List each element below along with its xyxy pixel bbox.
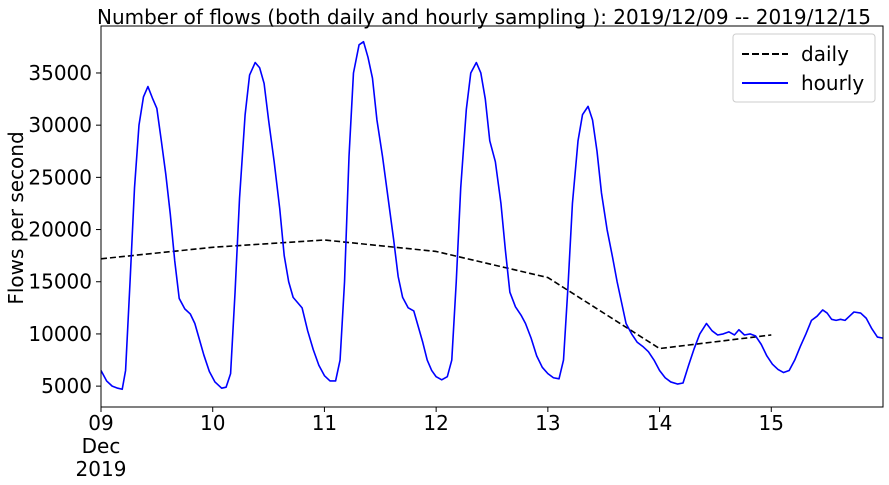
legend: daily hourly	[732, 33, 876, 103]
y-axis-label: Flows per second	[4, 131, 28, 304]
x-tick-label: 12	[423, 411, 448, 435]
legend-hourly-label: hourly	[801, 71, 864, 95]
x-tick-label: Dec	[82, 434, 121, 458]
y-tick-label: 20000	[28, 218, 92, 242]
series-line-daily	[100, 239, 772, 350]
y-tick-label: 35000	[28, 61, 92, 85]
y-tick-label: 25000	[28, 165, 92, 189]
legend-daily-label: daily	[801, 42, 849, 66]
x-tick-label: 14	[647, 411, 672, 435]
chart-title: Number of flows (both daily and hourly s…	[97, 5, 871, 29]
series-layer	[100, 40, 884, 391]
y-tick-label: 10000	[28, 322, 92, 346]
x-tick-label: 09	[88, 411, 113, 435]
x-tick-label: 11	[312, 411, 337, 435]
x-tick-label: 13	[535, 411, 560, 435]
y-tick-label: 5000	[41, 374, 92, 398]
x-tick-label: 2019	[76, 457, 127, 481]
y-tick-label: 15000	[28, 270, 92, 294]
series-line-hourly	[100, 40, 884, 391]
legend-box	[732, 33, 876, 103]
plot-frame	[100, 25, 884, 408]
y-axis: 5000 10000 15000 20000 25000 30000 35000	[28, 61, 101, 398]
x-tick-label: 15	[759, 411, 784, 435]
y-tick-label: 30000	[28, 113, 92, 137]
x-tick-label: 10	[200, 411, 225, 435]
